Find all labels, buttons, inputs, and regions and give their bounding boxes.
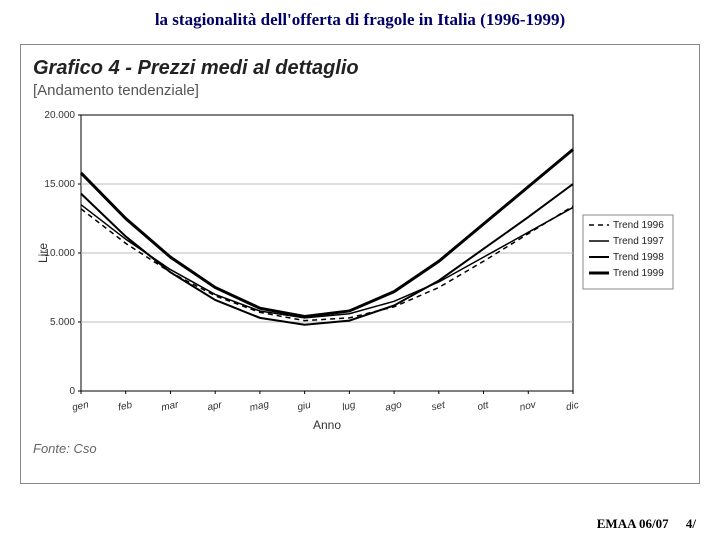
svg-text:15.000: 15.000 (44, 179, 75, 190)
line-chart-svg: 05.00010.00015.00020.000genfebmaraprmagg… (33, 105, 681, 435)
svg-text:lug: lug (341, 400, 357, 414)
svg-text:0: 0 (69, 386, 75, 397)
svg-text:Trend 1998: Trend 1998 (613, 252, 664, 263)
svg-text:20.000: 20.000 (44, 110, 75, 121)
chart-subtitle: [Andamento tendenziale] (33, 82, 691, 99)
footer-right: 4/ (686, 516, 696, 532)
svg-text:Lire: Lire (36, 243, 50, 263)
svg-text:Trend 1999: Trend 1999 (613, 268, 664, 279)
svg-text:nov: nov (519, 399, 538, 413)
svg-text:apr: apr (206, 400, 223, 414)
chart-source: Fonte: Cso (33, 441, 691, 456)
svg-text:set: set (431, 400, 448, 414)
page-title: la stagionalità dell'offerta di fragole … (0, 0, 720, 36)
svg-text:dic: dic (565, 400, 580, 413)
chart-title: Grafico 4 - Prezzi medi al dettaglio (33, 57, 691, 80)
svg-text:Anno: Anno (313, 418, 341, 432)
svg-text:Trend 1997: Trend 1997 (613, 236, 664, 247)
svg-text:gen: gen (71, 399, 90, 413)
svg-text:ago: ago (384, 399, 403, 413)
svg-text:mar: mar (160, 399, 180, 413)
page-footer: EMAA 06/07 4/ (583, 516, 696, 532)
svg-text:5.000: 5.000 (50, 317, 75, 328)
chart-card: Grafico 4 - Prezzi medi al dettaglio [An… (20, 44, 700, 484)
svg-text:mag: mag (249, 399, 271, 414)
svg-text:Trend 1996: Trend 1996 (613, 220, 664, 231)
svg-text:ott: ott (476, 400, 490, 413)
chart-plot: 05.00010.00015.00020.000genfebmaraprmagg… (33, 105, 691, 435)
svg-text:giu: giu (296, 400, 312, 414)
footer-left: EMAA 06/07 (597, 516, 669, 532)
svg-text:feb: feb (117, 400, 133, 414)
